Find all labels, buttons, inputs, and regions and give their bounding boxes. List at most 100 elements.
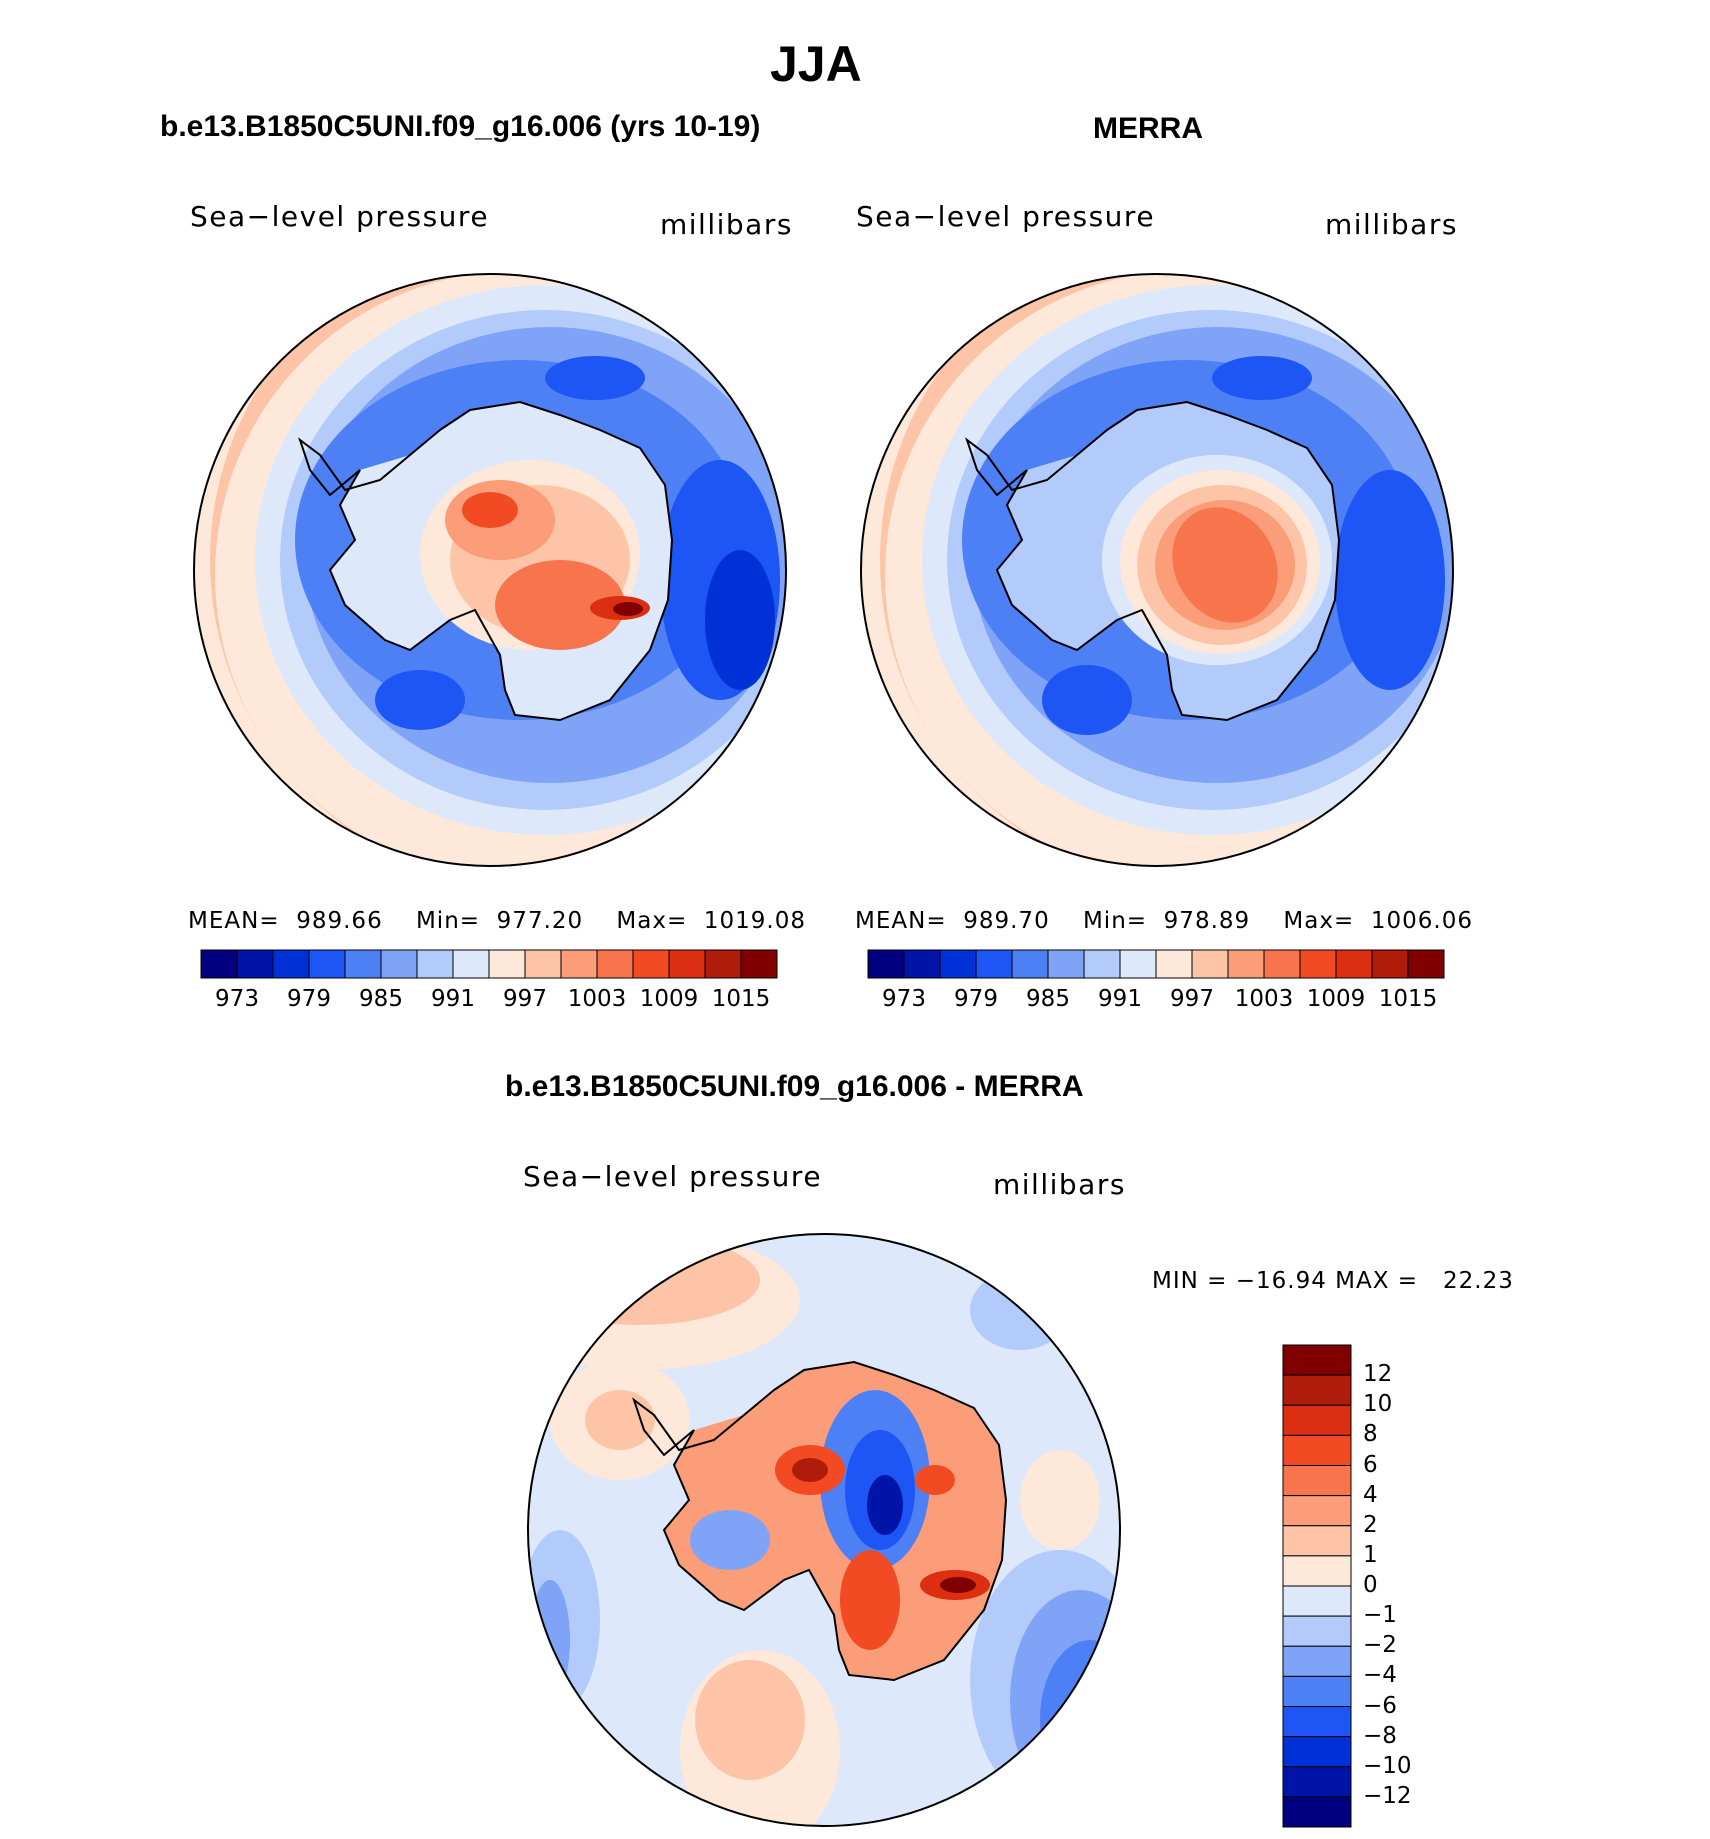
- right-min-value: 978.89: [1163, 908, 1251, 934]
- colorbar-tick-label: −8: [1363, 1722, 1397, 1749]
- colorbar-tick-label: 985: [359, 986, 403, 1012]
- right-max-value: 1006.06: [1370, 908, 1473, 934]
- left-stats: MEAN= 989.66 Min= 977.20 Max= 1019.08: [188, 908, 806, 934]
- right-map-border: [860, 273, 1454, 867]
- left-max-label: Max=: [616, 908, 688, 934]
- colorbar-swatch: [1083, 949, 1121, 979]
- colorbar-tick-label: 1015: [711, 986, 771, 1012]
- colorbar-swatch: [1282, 1645, 1352, 1677]
- colorbar-tick-label: 1: [1363, 1541, 1378, 1568]
- colorbar-tick-label: 973: [215, 986, 259, 1012]
- right-map: [861, 274, 1453, 866]
- diff-panel-heading: b.e13.B1850C5UNI.f09_g16.006 - MERRA: [505, 1070, 1084, 1103]
- colorbar-swatch: [1047, 949, 1085, 979]
- colorbar-swatch: [939, 949, 977, 979]
- colorbar-tick-label: 10: [1363, 1391, 1393, 1418]
- diff-map-border: [527, 1233, 1121, 1827]
- colorbar-swatch: [416, 949, 454, 979]
- colorbar-tick-label: −12: [1363, 1782, 1412, 1809]
- colorbar-swatch: [1282, 1344, 1352, 1376]
- colorbar-swatch: [236, 949, 274, 979]
- right-units-label: millibars: [1325, 208, 1458, 241]
- colorbar-swatch: [1282, 1675, 1352, 1707]
- left-min-value: 977.20: [496, 908, 584, 934]
- colorbar-swatch: [1282, 1555, 1352, 1587]
- left-map: [194, 274, 786, 866]
- colorbar-tick-label: 985: [1026, 986, 1070, 1012]
- colorbar-tick-label: 4: [1363, 1481, 1378, 1508]
- colorbar-tick-label: 979: [954, 986, 998, 1012]
- colorbar-tick-label: 1003: [567, 986, 627, 1012]
- colorbar-tick-label: −10: [1363, 1752, 1412, 1779]
- diff-map: [528, 1234, 1120, 1826]
- colorbar-tick-label: −1: [1363, 1602, 1397, 1629]
- colorbar-tick-label: −6: [1363, 1692, 1397, 1719]
- colorbar-swatch: [488, 949, 526, 979]
- colorbar-swatch: [1282, 1434, 1352, 1466]
- colorbar-tick-label: 2: [1363, 1511, 1378, 1538]
- colorbar-tick-label: 997: [1170, 986, 1214, 1012]
- colorbar-swatch: [1011, 949, 1049, 979]
- colorbar-swatch: [668, 949, 706, 979]
- colorbar-tick-label: 12: [1363, 1361, 1393, 1388]
- right-variable-label: Sea−level pressure: [856, 200, 1156, 233]
- right-mean-value: 989.70: [963, 908, 1050, 934]
- diff-units-label: millibars: [993, 1168, 1126, 1201]
- colorbar-tick-label: 0: [1363, 1572, 1378, 1598]
- right-min-label: Min=: [1082, 908, 1148, 934]
- colorbar-swatch: [1263, 949, 1301, 979]
- left-colorbar: [200, 949, 778, 979]
- colorbar-swatch: [380, 949, 418, 979]
- right-mean-label: MEAN=: [855, 908, 947, 934]
- left-max-value: 1019.08: [703, 908, 806, 934]
- colorbar-tick-label: −4: [1363, 1662, 1397, 1689]
- colorbar-swatch: [1282, 1585, 1352, 1617]
- left-map-border: [193, 273, 787, 867]
- colorbar-swatch: [1282, 1525, 1352, 1557]
- colorbar-swatch: [1191, 949, 1229, 979]
- diff-minmax: MIN = −16.94 MAX = 22.23: [1152, 1268, 1514, 1294]
- colorbar-swatch: [1282, 1495, 1352, 1527]
- colorbar-swatch: [1335, 949, 1373, 979]
- right-colorbar: [867, 949, 1445, 979]
- colorbar-swatch: [200, 949, 238, 979]
- colorbar-swatch: [1282, 1766, 1352, 1798]
- colorbar-swatch: [975, 949, 1013, 979]
- left-variable-label: Sea−level pressure: [190, 200, 490, 233]
- colorbar-tick-label: 997: [503, 986, 547, 1012]
- colorbar-swatch: [1282, 1736, 1352, 1768]
- colorbar-tick-label: 991: [431, 986, 475, 1012]
- colorbar-swatch: [867, 949, 905, 979]
- left-mean-label: MEAN=: [188, 908, 280, 934]
- left-min-label: Min=: [415, 908, 481, 934]
- colorbar-swatch: [1282, 1374, 1352, 1406]
- colorbar-swatch: [1227, 949, 1265, 979]
- colorbar-swatch: [1119, 949, 1157, 979]
- diff-variable-label: Sea−level pressure: [523, 1160, 823, 1193]
- colorbar-swatch: [560, 949, 598, 979]
- colorbar-swatch: [1407, 949, 1445, 979]
- colorbar-swatch: [1282, 1404, 1352, 1436]
- colorbar-swatch: [1282, 1706, 1352, 1738]
- left-mean-value: 989.66: [296, 908, 383, 934]
- colorbar-tick-label: −2: [1363, 1632, 1397, 1659]
- colorbar-swatch: [1299, 949, 1337, 979]
- colorbar-swatch: [903, 949, 941, 979]
- colorbar-swatch: [452, 949, 490, 979]
- colorbar-tick-label: 8: [1363, 1421, 1378, 1448]
- colorbar-swatch: [740, 949, 778, 979]
- right-max-label: Max=: [1283, 908, 1355, 934]
- left-units-label: millibars: [660, 208, 793, 241]
- colorbar-swatch: [1155, 949, 1193, 979]
- colorbar-swatch: [308, 949, 346, 979]
- colorbar-swatch: [704, 949, 742, 979]
- colorbar-swatch: [344, 949, 382, 979]
- left-panel-heading: b.e13.B1850C5UNI.f09_g16.006 (yrs 10-19): [160, 110, 761, 143]
- colorbar-tick-label: 979: [287, 986, 331, 1012]
- colorbar-swatch: [632, 949, 670, 979]
- colorbar-swatch: [1371, 949, 1409, 979]
- colorbar-tick-label: 1015: [1378, 986, 1438, 1012]
- right-panel-heading: MERRA: [1093, 112, 1203, 145]
- colorbar-tick-label: 973: [882, 986, 926, 1012]
